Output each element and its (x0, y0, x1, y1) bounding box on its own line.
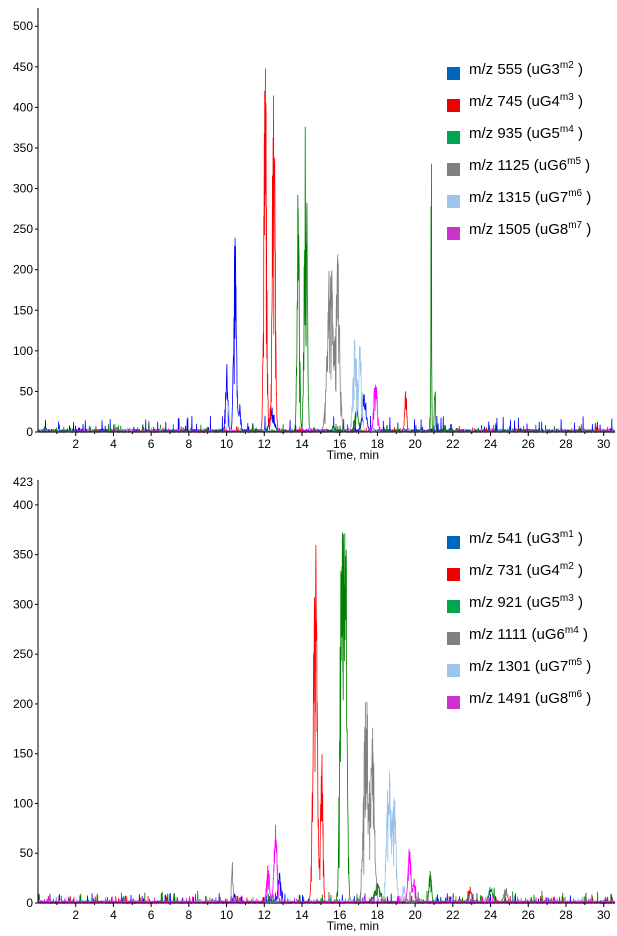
legend-swatch (447, 568, 460, 581)
x-tick-label: 22 (446, 437, 460, 451)
y-tick-label: 0 (26, 425, 33, 439)
y-tick-label: 350 (13, 548, 33, 562)
legend-entry: m/z 935 (uG5m4 ) (469, 124, 583, 142)
series-trace-5 (37, 770, 616, 905)
y-tick-label: 100 (13, 796, 33, 810)
y-tick-label: 50 (20, 384, 34, 398)
legend-swatch (447, 67, 460, 80)
y-tick-label: 100 (13, 344, 33, 358)
series-trace-6 (37, 824, 616, 905)
x-tick-label: 20 (408, 437, 422, 451)
y-max-label: 423 (13, 475, 33, 489)
legend-entry: m/z 1491 (uG8m6 ) (469, 689, 591, 707)
x-axis-label: Time, min (327, 448, 379, 462)
legend-swatch (447, 131, 460, 144)
x-tick-label: 4 (110, 908, 117, 922)
legend-swatch (447, 99, 460, 112)
x-tick-label: 2 (72, 908, 79, 922)
y-tick-label: 400 (13, 498, 33, 512)
legend-swatch (447, 696, 460, 709)
legend-swatch (447, 227, 460, 240)
x-axis-label: Time, min (327, 919, 379, 933)
x-tick-label: 4 (110, 437, 117, 451)
y-tick-label: 300 (13, 597, 33, 611)
y-tick-label: 0 (26, 896, 33, 910)
y-tick-label: 150 (13, 747, 33, 761)
x-tick-label: 18 (371, 437, 385, 451)
legend-entry: m/z 745 (uG4m3 ) (469, 92, 583, 110)
x-tick-label: 8 (186, 437, 193, 451)
x-tick-label: 28 (559, 908, 573, 922)
legend-swatch (447, 664, 460, 677)
series-trace-1 (37, 237, 615, 434)
legend-entry: m/z 1111 (uG6m4 ) (469, 625, 588, 643)
y-tick-label: 200 (13, 697, 33, 711)
x-tick-label: 24 (484, 908, 498, 922)
series-trace-4 (37, 254, 615, 434)
legend-swatch (447, 536, 460, 549)
y-tick-label: 300 (13, 182, 33, 196)
y-tick-label: 250 (13, 647, 33, 661)
legend-entry: m/z 1505 (uG8m7 ) (469, 220, 591, 238)
x-tick-label: 8 (186, 908, 193, 922)
y-tick-label: 50 (20, 846, 34, 860)
y-tick-label: 400 (13, 100, 33, 114)
x-tick-label: 30 (597, 437, 611, 451)
x-tick-label: 14 (295, 437, 309, 451)
x-tick-label: 22 (446, 908, 460, 922)
x-tick-label: 30 (597, 908, 611, 922)
x-tick-label: 14 (295, 908, 309, 922)
series-trace-6 (37, 384, 616, 434)
legend-entry: m/z 1125 (uG6m5 ) (469, 156, 590, 174)
series-trace-3 (37, 532, 616, 905)
x-tick-label: 26 (522, 908, 536, 922)
legend-entry: m/z 555 (uG3m2 ) (469, 60, 583, 78)
legend-entry: m/z 541 (uG3m1 ) (469, 529, 583, 547)
y-tick-label: 500 (13, 19, 33, 33)
x-tick-label: 6 (148, 908, 155, 922)
legend-entry: m/z 731 (uG4m2 ) (469, 561, 583, 579)
legend-swatch (447, 195, 460, 208)
legend-swatch (447, 163, 460, 176)
x-tick-label: 10 (220, 437, 234, 451)
y-tick-label: 200 (13, 263, 33, 277)
x-tick-label: 6 (148, 437, 155, 451)
x-tick-label: 2 (72, 437, 79, 451)
x-tick-label: 12 (258, 437, 272, 451)
x-tick-label: 20 (408, 908, 422, 922)
x-tick-label: 26 (522, 437, 536, 451)
x-tick-label: 24 (484, 437, 498, 451)
y-tick-label: 150 (13, 303, 33, 317)
legend-swatch (447, 632, 460, 645)
x-tick-label: 28 (559, 437, 573, 451)
legend-swatch (447, 600, 460, 613)
legend-entry: m/z 921 (uG5m3 ) (469, 593, 583, 611)
y-tick-label: 450 (13, 60, 33, 74)
x-tick-label: 16 (333, 437, 347, 451)
legend-entry: m/z 1301 (uG7m5 ) (469, 657, 591, 675)
x-tick-label: 18 (371, 908, 385, 922)
y-tick-label: 250 (13, 222, 33, 236)
x-tick-label: 16 (333, 908, 347, 922)
x-tick-label: 12 (258, 908, 272, 922)
x-tick-label: 10 (220, 908, 234, 922)
y-tick-label: 350 (13, 141, 33, 155)
series-trace-4 (37, 701, 616, 905)
legend-entry: m/z 1315 (uG7m6 ) (469, 188, 591, 206)
